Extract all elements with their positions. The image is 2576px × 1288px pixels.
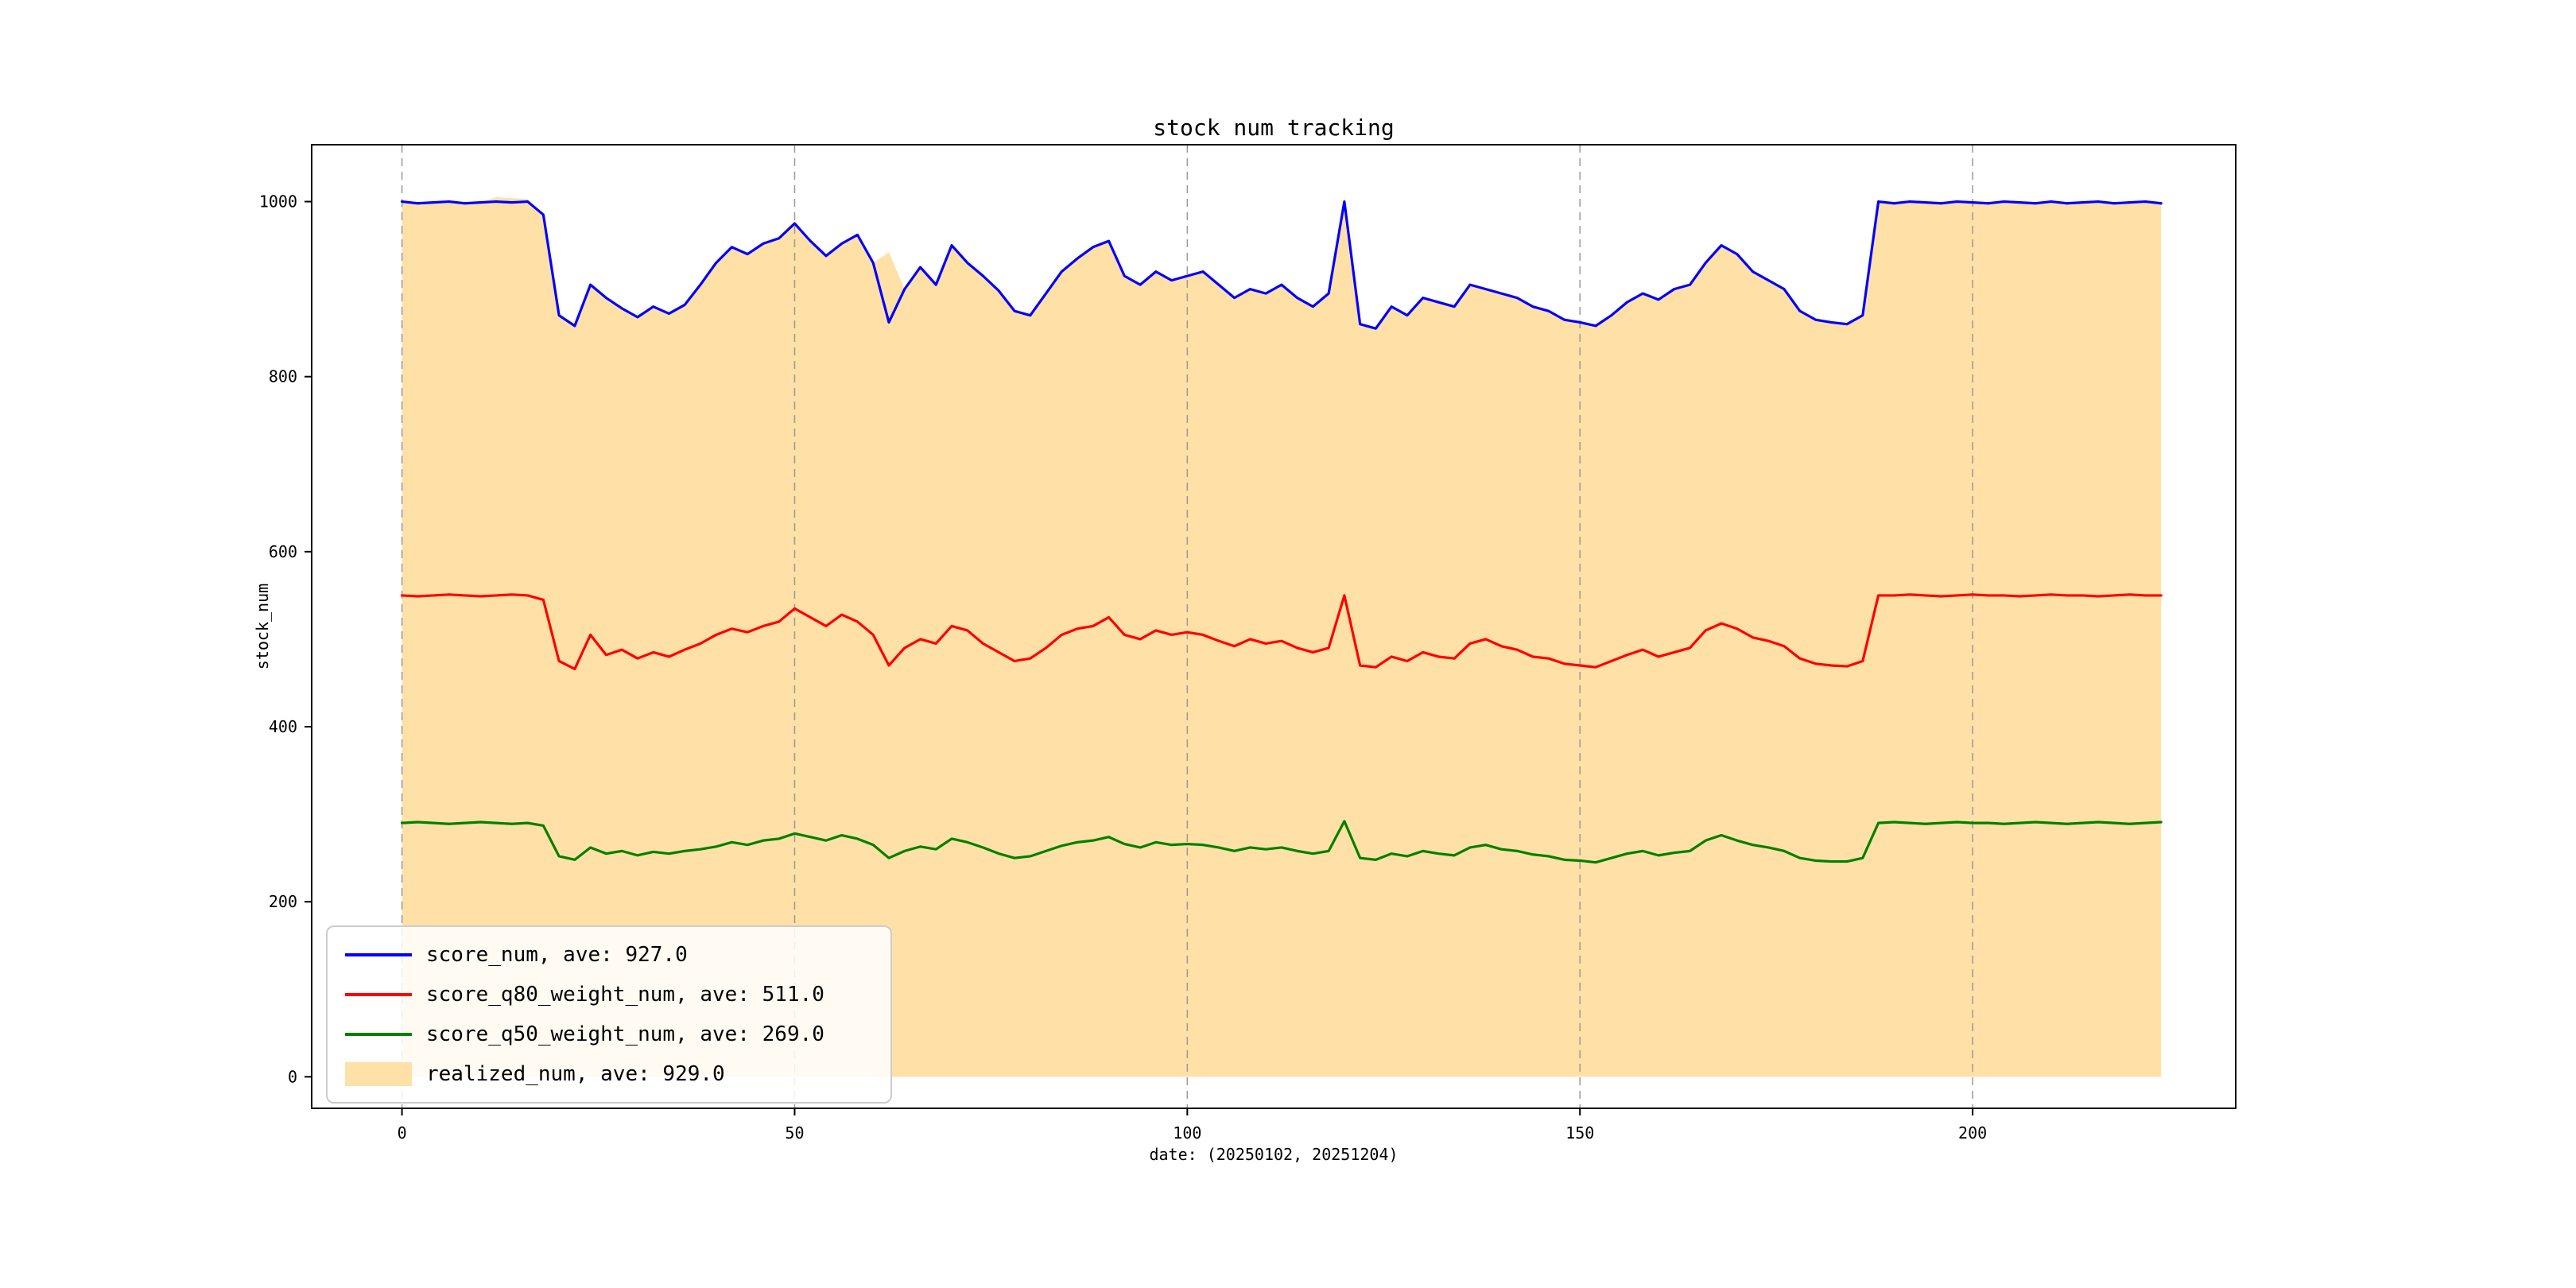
x-axis-label: date: (20250102, 20251204) — [1149, 1145, 1399, 1164]
series-line-score_num — [400, 200, 2163, 330]
legend-item-score-q80-weight-num: score_q80_weight_num, ave: 511.0 — [345, 978, 873, 1011]
x-tick-label-200: 200 — [1958, 1123, 1987, 1143]
legend-label: score_num, ave: 927.0 — [426, 943, 688, 967]
chart-title: stock num tracking — [1153, 114, 1395, 141]
y-tick-label-400: 400 — [269, 717, 297, 736]
y-tick-label-800: 800 — [269, 367, 297, 386]
legend-item-score-num: score_num, ave: 927.0 — [345, 938, 873, 972]
legend: score_num, ave: 927.0 score_q80_weight_n… — [326, 925, 892, 1104]
legend-label: score_q50_weight_num, ave: 269.0 — [426, 1022, 824, 1046]
y-tick-label-200: 200 — [269, 892, 297, 911]
legend-line-swatch-green — [345, 1033, 412, 1036]
legend-line-swatch-blue — [345, 953, 412, 956]
legend-line-swatch-red — [345, 993, 412, 996]
plot-border — [311, 144, 2237, 1109]
legend-item-score-q50-weight-num: score_q50_weight_num, ave: 269.0 — [345, 1018, 873, 1051]
x-tick-label-0: 0 — [398, 1123, 407, 1143]
legend-patch-swatch-orange — [345, 1062, 412, 1086]
legend-label: realized_num, ave: 929.0 — [426, 1062, 725, 1086]
legend-item-realized-num: realized_num, ave: 929.0 — [345, 1057, 873, 1091]
y-tick-label-0: 0 — [288, 1067, 297, 1086]
x-tick-label-150: 150 — [1565, 1123, 1594, 1143]
series-line-score_q80_weight_num — [400, 593, 2163, 670]
y-tick-label-1000: 1000 — [259, 192, 297, 211]
series-line-score_q50_weight_num — [400, 820, 2163, 864]
x-tick-label-100: 100 — [1173, 1123, 1201, 1143]
y-axis-label: stock_num — [253, 583, 272, 670]
legend-label: score_q80_weight_num, ave: 511.0 — [426, 983, 824, 1007]
x-tick-label-50: 50 — [785, 1123, 804, 1143]
series-area-realized-num — [402, 197, 2162, 1077]
y-tick-label-600: 600 — [269, 542, 297, 561]
